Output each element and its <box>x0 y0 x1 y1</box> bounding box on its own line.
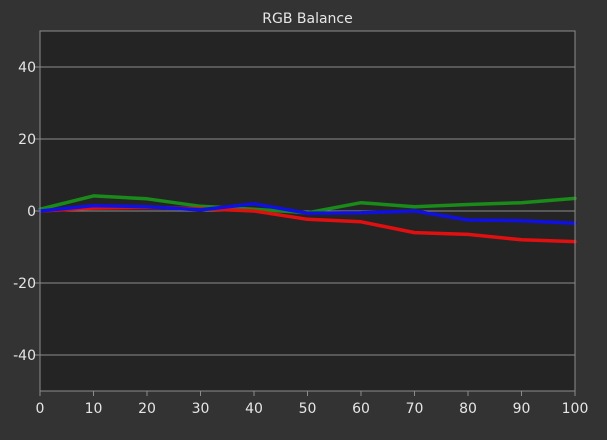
x-tick-label: 90 <box>513 401 531 417</box>
y-tick-labels: -40 -20 0 20 40 <box>13 60 40 364</box>
series-layer <box>38 194 577 244</box>
y-tick-label: 0 <box>27 204 36 220</box>
y-tick-label: 40 <box>18 60 36 76</box>
x-tick-label: 30 <box>192 401 210 417</box>
chart-title: RGB Balance <box>262 11 352 27</box>
x-tick-label: 60 <box>352 401 370 417</box>
x-tick-label: 10 <box>85 401 103 417</box>
x-tick-label: 70 <box>406 401 424 417</box>
x-tick-label: 40 <box>245 401 263 417</box>
y-tick-label: -20 <box>13 276 36 292</box>
x-tick-label: 80 <box>459 401 477 417</box>
y-tick-label: -40 <box>13 348 36 364</box>
x-tick-label: 0 <box>36 401 45 417</box>
x-tick-label: 100 <box>562 401 589 417</box>
x-tick-labels: 0 10 20 30 40 50 60 70 80 90 100 <box>36 391 589 417</box>
x-tick-label: 50 <box>299 401 317 417</box>
grid-lines <box>40 66 575 356</box>
x-tick-label: 20 <box>138 401 156 417</box>
y-tick-label: 20 <box>18 132 36 148</box>
series-line-2 <box>38 202 577 225</box>
